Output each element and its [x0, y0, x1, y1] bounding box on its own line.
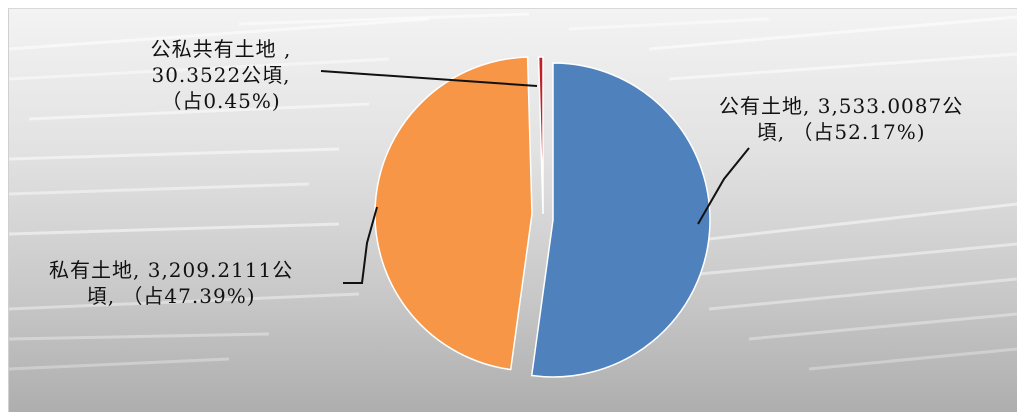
label-public-land: 公有土地, 3,533.0087公 頃, （占52.17%)	[719, 93, 963, 145]
texture-streak	[9, 17, 430, 51]
pie-slice-private	[374, 56, 533, 371]
texture-streak	[748, 312, 1017, 341]
texture-streak	[9, 332, 270, 341]
label-public-line-2: 頃, （占52.17%)	[756, 120, 926, 144]
texture-streak	[568, 17, 770, 31]
label-public-line-1: 公有土地, 3,533.0087公	[719, 94, 964, 118]
leader-line-mixed	[320, 70, 538, 87]
texture-streak	[28, 102, 370, 121]
pie-chart	[320, 56, 750, 378]
texture-streak	[708, 202, 1017, 241]
background-texture	[9, 12, 1017, 371]
texture-streak	[9, 222, 340, 236]
texture-streak	[668, 52, 1017, 81]
texture-streak	[698, 242, 1017, 276]
texture-streak	[9, 357, 230, 371]
pie-slice-mixed	[537, 56, 544, 215]
label-mixed-line-2: 30.3522公頃,	[151, 63, 291, 87]
label-private-line-2: 頃, （占47.39%)	[86, 284, 256, 308]
texture-streak	[9, 57, 390, 81]
texture-streak	[808, 347, 1017, 371]
leader-line-private	[343, 206, 378, 284]
chart-area: 公有土地, 3,533.0087公 頃, （占52.17%) 私有土地, 3,2…	[8, 8, 1017, 412]
texture-streak	[238, 12, 530, 26]
texture-streak	[708, 277, 1017, 311]
pie-slice-public	[530, 62, 711, 378]
label-mixed-land: 公私共有土地 , 30.3522公頃, （占0.45%)	[121, 36, 321, 114]
label-private-land: 私有土地, 3,209.2111公 頃, （占47.39%)	[49, 257, 293, 309]
texture-streak	[9, 147, 340, 161]
leader-line-public	[697, 147, 750, 225]
texture-streak	[9, 292, 360, 311]
label-mixed-line-3: （占0.45%)	[161, 89, 281, 113]
label-private-line-1: 私有土地, 3,209.2111公	[49, 258, 294, 282]
label-mixed-line-1: 公私共有土地 ,	[150, 37, 292, 61]
texture-streak	[648, 15, 1017, 51]
texture-streak	[9, 182, 310, 196]
